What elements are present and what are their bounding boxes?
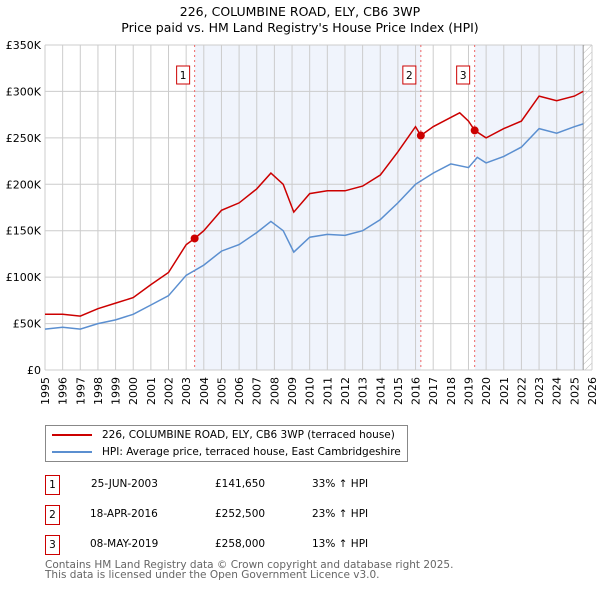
sale-marker-label: 2: [406, 70, 413, 82]
sale-date: 25-JUN-2003: [91, 478, 158, 490]
sale-hpi: 33% ↑ HPI: [312, 478, 369, 490]
sale-hpi: 13% ↑ HPI: [312, 538, 369, 550]
x-tick-label: 2018: [445, 377, 458, 405]
x-tick-label: 2019: [462, 377, 475, 405]
sale-row: 2 18-APR-2016 £252,500 23% ↑ HPI: [45, 505, 465, 525]
sale-price: £258,000: [215, 538, 266, 550]
x-tick-label: 2026: [586, 377, 599, 405]
legend-item-hpi: HPI: Average price, terraced house, East…: [52, 446, 401, 458]
sale-row: 3 08-MAY-2019 £258,000 13% ↑ HPI: [45, 535, 465, 555]
x-tick-label: 2022: [515, 377, 528, 405]
shaded-period: [194, 45, 421, 370]
series-line: [44, 123, 584, 330]
sale-row: 1 25-JUN-2003 £141,650 33% ↑ HPI: [45, 475, 465, 495]
x-tick-label: 1996: [57, 377, 70, 405]
x-tick-label: 2014: [374, 377, 387, 405]
x-tick-label: 2012: [339, 377, 352, 405]
y-tick-label: £0: [27, 364, 41, 377]
shaded-period: [474, 45, 584, 370]
sale-point: [416, 131, 425, 140]
x-tick-label: 1995: [39, 377, 52, 405]
x-tick-label: 2005: [215, 377, 228, 405]
legend: 226, COLUMBINE ROAD, ELY, CB6 3WP (terra…: [45, 425, 408, 462]
sale-point: [470, 126, 479, 135]
sale-date: 18-APR-2016: [90, 508, 158, 520]
x-tick-label: 2017: [427, 377, 440, 405]
x-tick-label: 2009: [286, 377, 299, 405]
legend-label: HPI: Average price, terraced house, East…: [102, 446, 401, 458]
footer-licence: This data is licensed under the Open Gov…: [45, 569, 380, 581]
x-tick-label: 2001: [145, 377, 158, 405]
y-tick-label: £350K: [6, 39, 42, 52]
x-tick-label: 2004: [198, 377, 211, 405]
x-tick-label: 2025: [568, 377, 581, 405]
sale-marker-label: 3: [45, 535, 60, 555]
y-tick-label: £150K: [6, 225, 42, 238]
y-tick-label: £300K: [6, 85, 42, 98]
x-tick-label: 2003: [180, 377, 193, 405]
chart-subtitle: Price paid vs. HM Land Registry's House …: [121, 20, 479, 35]
plot-area: 1995 1996 1997 1998 1999 2000 2001 2002 2003 2004…: [6, 39, 599, 405]
sale-hpi: 23% ↑ HPI: [312, 508, 369, 520]
x-tick-label: 2016: [410, 377, 423, 405]
chart-title: 226, COLUMBINE ROAD, ELY, CB6 3WP: [179, 4, 421, 19]
sale-marker-box: [176, 65, 191, 85]
sale-marker-label: 1: [180, 70, 187, 82]
sale-date: 08-MAY-2019: [90, 538, 159, 550]
footer: Contains HM Land Registry data © Crown c…: [45, 559, 454, 581]
x-tick-label: 2021: [498, 377, 511, 405]
sale-price: £252,500: [215, 508, 266, 520]
x-tick-label: 1998: [92, 377, 105, 405]
legend-item-property: 226, COLUMBINE ROAD, ELY, CB6 3WP (terra…: [52, 429, 395, 441]
sale-marker-box: [402, 65, 417, 85]
x-tick-label: 2007: [251, 377, 264, 405]
legend-label: 226, COLUMBINE ROAD, ELY, CB6 3WP (terra…: [102, 429, 395, 441]
y-tick-label: £200K: [6, 178, 42, 191]
sale-marker-label: 2: [45, 505, 60, 525]
footer-copyright: Contains HM Land Registry data © Crown c…: [45, 559, 454, 571]
sale-marker-label: 3: [460, 70, 467, 82]
x-tick-label: 2011: [321, 377, 334, 405]
x-tick-label: 2023: [533, 377, 546, 405]
legend-swatch-blue: [52, 451, 92, 453]
sale-marker-box: [456, 65, 471, 85]
y-tick-label: £100K: [6, 271, 42, 284]
x-tick-label: 2002: [163, 377, 176, 405]
x-tick-label: 2024: [551, 377, 564, 405]
future-hatch: [583, 45, 592, 370]
x-tick-label: 2020: [480, 377, 493, 405]
sale-price: £141,650: [215, 478, 266, 490]
x-tick-label: 1999: [110, 377, 123, 405]
series-line: [45, 90, 584, 317]
x-tick-label: 2000: [127, 377, 140, 405]
x-tick-label: 1997: [74, 377, 87, 405]
x-tick-label: 2015: [392, 377, 405, 405]
x-tick-label: 2013: [357, 377, 370, 405]
y-tick-label: £250K: [6, 132, 42, 145]
legend-swatch-red: [52, 434, 92, 436]
sale-marker-label: 1: [45, 475, 60, 495]
x-tick-label: 2008: [268, 377, 281, 405]
x-tick-label: 2006: [233, 377, 246, 405]
x-tick-label: 2010: [304, 377, 317, 405]
sale-point: [190, 234, 199, 243]
y-tick-label: £50K: [13, 318, 42, 331]
